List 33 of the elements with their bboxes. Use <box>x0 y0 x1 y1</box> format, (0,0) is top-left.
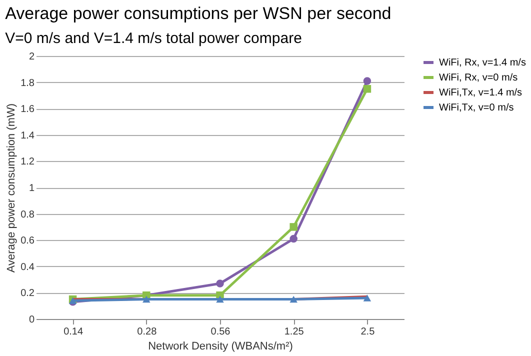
x-tick-label: 0.14 <box>64 326 84 338</box>
y-tick-label: 0.8 <box>20 209 35 220</box>
x-tick-label: 2.5 <box>360 326 376 338</box>
legend-label: WiFi,Tx, v=0 m/s <box>439 102 514 114</box>
point <box>142 296 150 303</box>
y-tick-label: 1.8 <box>20 78 35 89</box>
point <box>363 85 372 93</box>
legend-label: WiFi, Rx, v=0 m/s <box>439 72 518 84</box>
y-tick-label: 1.4 <box>20 130 35 142</box>
x-tick-label: 1.25 <box>284 326 304 338</box>
x-tick-label: 0.56 <box>210 326 231 338</box>
y-tick-label: 0 <box>28 314 35 326</box>
point <box>216 296 224 303</box>
y-axis-title: Average power consumption (mW) <box>6 103 18 273</box>
y-tick-label: 1.2 <box>20 156 35 168</box>
x-axis-title: Network Density (WBANs/m²) <box>148 340 293 352</box>
point <box>290 296 298 303</box>
y-tick-label: 2 <box>28 52 35 62</box>
y-tick-label: 0.4 <box>20 262 35 273</box>
y-tick-label: 1 <box>28 183 35 194</box>
chart-subtitle: V=0 m/s and V=1.4 m/s total power compare <box>5 30 302 47</box>
y-tick-label: 0.2 <box>20 288 35 300</box>
x-tick-label: 0.28 <box>137 326 158 338</box>
y-tick-label: 1.6 <box>20 104 35 116</box>
chart-title: Average power consumptions per WSN per second <box>5 4 392 23</box>
legend-label: WiFi,Tx, v=1.4 m/s <box>439 88 522 98</box>
point <box>216 280 224 288</box>
legend-label: WiFi, Rx, v=1.4 m/s <box>439 58 526 68</box>
point <box>363 294 372 302</box>
point <box>290 234 298 243</box>
point <box>363 77 372 85</box>
point <box>290 223 298 231</box>
y-tick-label: 0.6 <box>20 236 35 247</box>
